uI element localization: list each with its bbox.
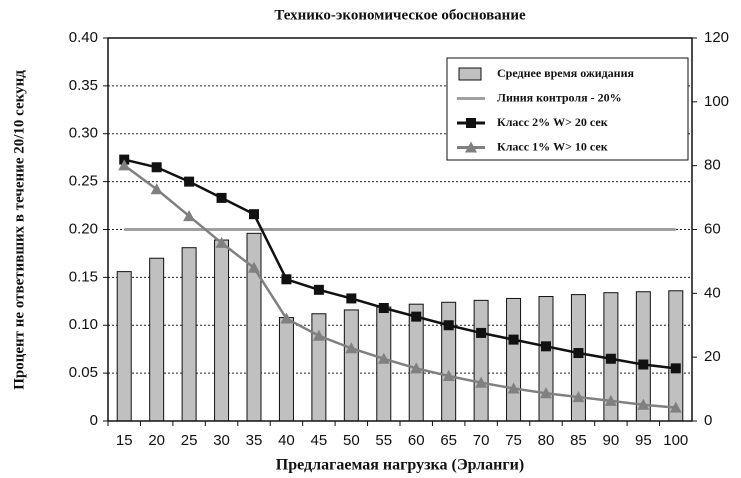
marker [572,391,585,403]
marker [508,334,519,345]
y-tick-label: 0 [90,412,98,429]
marker [410,362,423,374]
y-tick-label: 0.25 [69,173,98,190]
x-tick-label: 80 [538,432,555,449]
marker [281,274,292,285]
y2-tick-label: 80 [704,157,721,174]
y-tick-label: 0.35 [69,77,98,94]
y-tick-label: 0.05 [69,364,98,381]
y2-tick-label: 100 [704,93,729,110]
marker [637,398,650,410]
bar [116,271,132,422]
x-tick-label: 100 [663,432,688,449]
x-tick-label: 95 [635,432,652,449]
marker [411,311,422,322]
marker [541,341,551,352]
x-tick-label: 45 [311,432,328,449]
bar [278,317,294,422]
x-tick-label: 15 [116,432,133,449]
bar [376,306,392,422]
marker [313,284,324,295]
bar [149,257,165,422]
bar [181,247,197,422]
marker [216,192,227,203]
x-tick-label: 60 [408,432,425,449]
marker [118,159,131,171]
x-tick-label: 25 [181,432,198,449]
legend-label: Линия контроля - 20% [497,90,622,104]
marker [443,320,454,331]
marker [215,236,228,248]
marker [346,293,357,304]
x-tick-label: 30 [213,432,230,449]
legend-marker [465,141,477,153]
marker [476,327,487,338]
x-tick-label: 20 [148,432,165,449]
marker [540,387,552,399]
y2-tick-label: 0 [704,412,712,429]
marker [184,176,195,187]
y-tick-label: 0.20 [69,220,98,237]
plot-frame [107,37,693,422]
legend-label: Класс 1% W> 10 сек [497,139,608,153]
y-tick-label: 0.15 [69,268,98,285]
bar [473,299,489,422]
marker [248,261,260,273]
line [123,164,676,409]
marker [345,342,358,354]
bar [214,239,230,422]
legend-box [446,57,689,161]
marker [605,353,616,364]
marker [151,162,162,173]
y2-tick-label: 60 [704,220,721,237]
x-tick-label: 90 [603,432,620,449]
marker [442,369,455,381]
marker [669,401,682,413]
marker [312,329,325,341]
y2-tick-label: 20 [704,348,721,365]
x-tick-label: 75 [505,432,522,449]
marker [604,394,617,406]
y-tick-label: 0.30 [69,125,98,142]
marker [573,348,584,359]
x-tick-label: 55 [375,432,392,449]
bar [343,309,359,422]
legend-swatch [458,67,482,81]
chart-title: Технико-экономическое обоснование [274,7,526,23]
x-tick-label: 65 [440,432,457,449]
y-tick-label: 0.10 [69,316,98,333]
x-tick-label: 40 [278,432,295,449]
bar [538,296,554,422]
legend-marker [466,118,476,128]
marker [670,363,681,374]
y-axis-label: Процент не ответивших в течение 20/10 се… [11,70,27,390]
marker [249,209,259,220]
marker [638,359,649,370]
marker [378,303,389,314]
x-tick-label: 85 [570,432,587,449]
y-tick-label: 0.40 [69,29,98,46]
marker [150,183,163,195]
y2-tick-label: 40 [704,284,721,301]
marker [183,210,196,222]
marker [507,382,520,394]
y2-tick-label: 120 [704,29,729,46]
legend-label: Среднее время ожидания [497,66,635,80]
line [123,158,676,370]
bar [668,290,684,422]
bar [506,297,522,422]
x-tick-label: 35 [246,432,263,449]
x-axis-label: Предлагаемая нагрузка (Эрланги) [276,457,524,474]
marker [475,376,488,388]
legend-label: Класс 2% W> 20 сек [497,115,608,129]
marker [280,312,293,324]
x-tick-label: 50 [343,432,360,449]
x-tick-label: 70 [473,432,490,449]
bar [246,232,262,422]
marker [377,352,390,364]
bar [441,301,457,422]
